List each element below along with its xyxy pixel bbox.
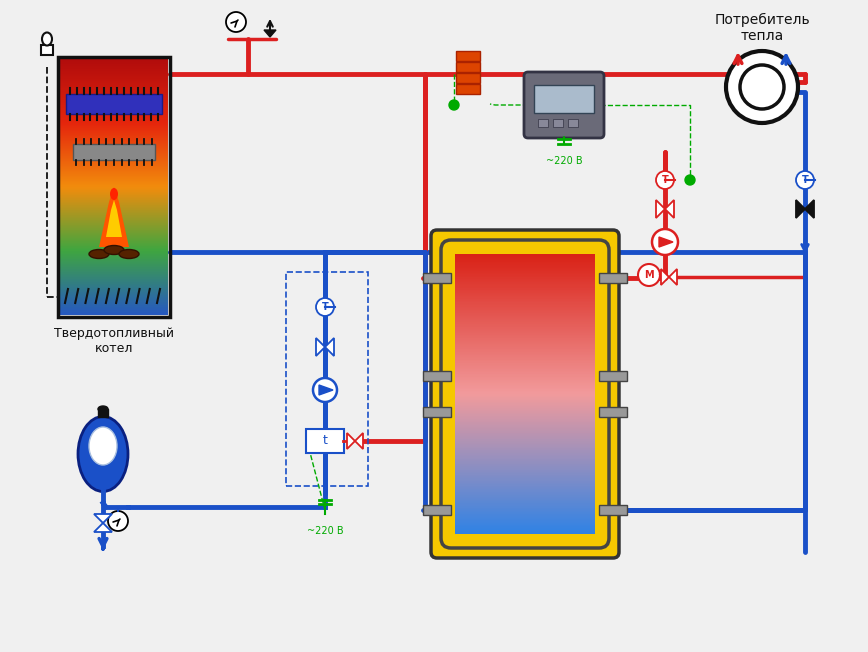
Bar [73,144,155,160]
Polygon shape [316,338,325,356]
Ellipse shape [119,250,139,258]
Bar [98,409,108,417]
Circle shape [108,511,128,531]
Text: T: T [802,175,808,185]
Bar [423,371,451,381]
Polygon shape [347,433,355,449]
Bar [423,407,451,417]
Polygon shape [106,200,122,237]
Bar [538,119,548,127]
Ellipse shape [98,406,108,412]
Circle shape [796,171,814,189]
Circle shape [449,100,459,110]
Polygon shape [99,187,129,247]
Bar [456,62,480,72]
Ellipse shape [110,188,118,200]
Bar [41,45,53,55]
Text: Потребитель
тепла: Потребитель тепла [714,12,810,43]
Polygon shape [796,200,805,218]
Bar [456,84,480,94]
Polygon shape [94,523,112,532]
FancyBboxPatch shape [534,85,594,113]
Bar [568,119,578,127]
Circle shape [638,264,660,286]
Circle shape [313,378,337,402]
Circle shape [316,298,334,316]
Polygon shape [805,200,814,218]
Text: T: T [322,302,328,312]
Polygon shape [659,237,673,247]
Polygon shape [656,200,665,218]
Text: T: T [661,175,668,185]
Polygon shape [264,30,276,37]
Polygon shape [355,433,363,449]
Ellipse shape [42,33,52,46]
Polygon shape [94,514,112,523]
Bar [456,51,480,61]
Bar [599,371,627,381]
Polygon shape [669,269,677,285]
Bar [599,505,627,515]
Circle shape [726,51,798,123]
Circle shape [685,175,695,185]
Bar [599,407,627,417]
Ellipse shape [104,246,124,254]
Ellipse shape [78,417,128,492]
Ellipse shape [89,427,117,465]
Bar [553,119,563,127]
Bar [599,273,627,283]
Text: Твердотопливный
котел: Твердотопливный котел [54,327,174,355]
Bar [423,505,451,515]
Circle shape [656,171,674,189]
Ellipse shape [89,250,109,258]
Text: t: t [323,434,327,447]
Bar [66,94,162,114]
Bar [58,57,170,317]
Polygon shape [661,269,669,285]
Circle shape [652,229,678,255]
FancyBboxPatch shape [431,230,619,558]
Text: ~220 В: ~220 В [306,526,344,536]
Polygon shape [665,200,674,218]
Bar [456,73,480,83]
Polygon shape [325,338,334,356]
Polygon shape [319,385,333,395]
Text: ~220 В: ~220 В [546,156,582,166]
Circle shape [226,12,246,32]
FancyBboxPatch shape [306,429,344,453]
FancyBboxPatch shape [524,72,604,138]
Bar [423,273,451,283]
Text: M: M [644,270,654,280]
Circle shape [740,65,784,109]
